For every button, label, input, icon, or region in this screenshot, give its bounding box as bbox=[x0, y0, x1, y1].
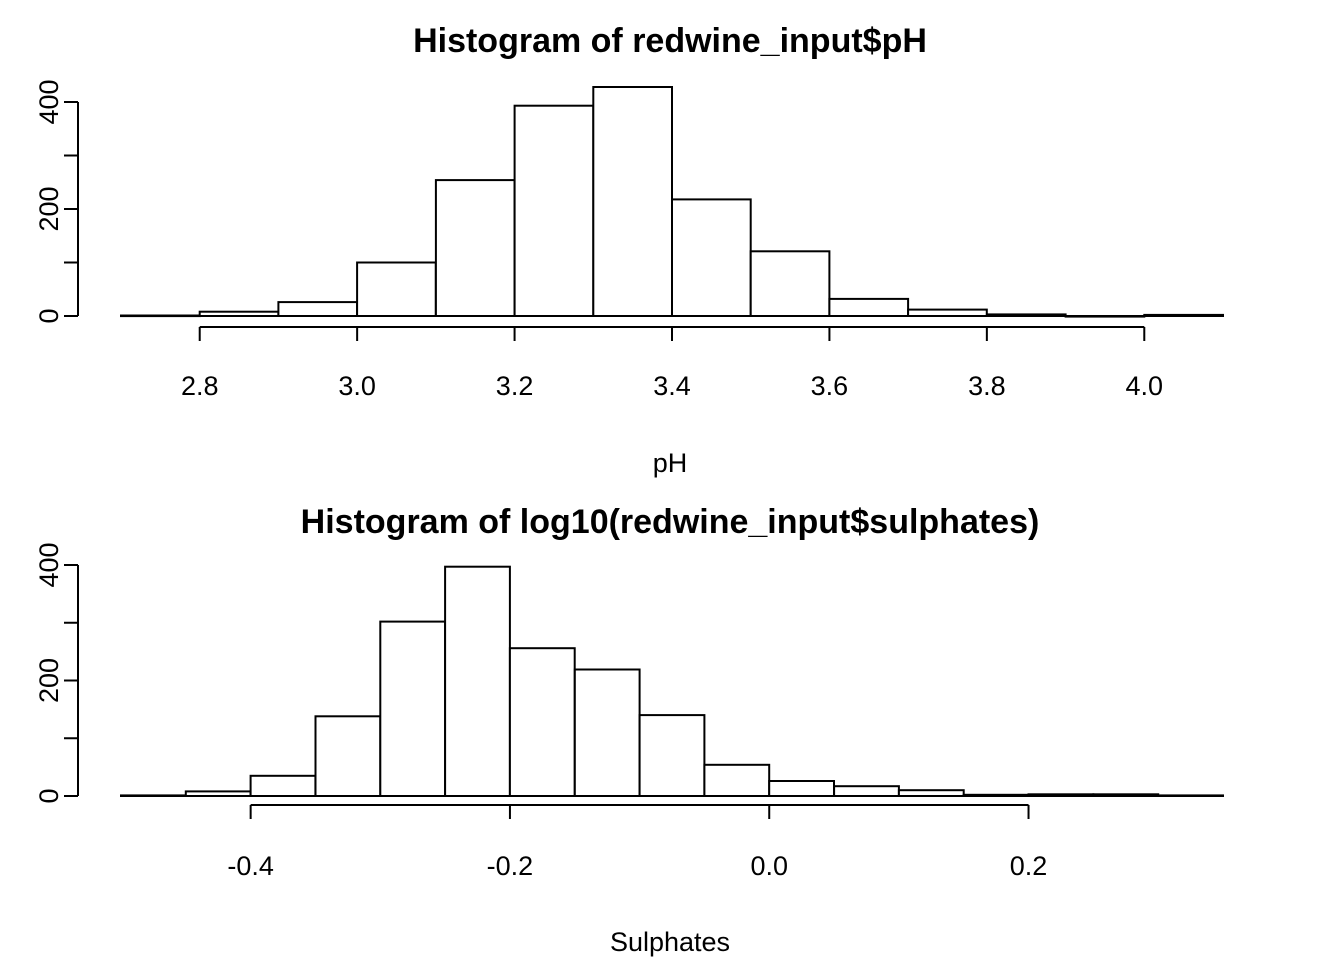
y-tick-label: 400 bbox=[34, 542, 64, 587]
histogram-bar bbox=[703, 763, 771, 797]
histogram-bar bbox=[907, 308, 988, 318]
histogram-bar bbox=[444, 565, 511, 798]
x-tick-label: 3.6 bbox=[811, 371, 849, 401]
histogram-bar bbox=[356, 261, 437, 317]
histogram-bar bbox=[249, 774, 317, 797]
histogram-bar bbox=[379, 620, 447, 797]
histogram-bar bbox=[828, 297, 910, 317]
histogram-bar bbox=[749, 250, 831, 317]
y-tick-label: 400 bbox=[34, 79, 64, 124]
x-axis-label: Sulphates bbox=[610, 927, 730, 957]
x-tick-label: 3.0 bbox=[338, 371, 376, 401]
histogram-ph-panel: Histogram of redwine_input$pH pH 2.8 3.0 3… bbox=[34, 22, 1225, 478]
histogram-bar bbox=[962, 793, 1030, 797]
histogram-bar bbox=[1143, 313, 1225, 317]
x-tick-label: 0.2 bbox=[1010, 851, 1048, 881]
histogram-bar bbox=[1027, 793, 1095, 797]
x-tick-label: 3.4 bbox=[653, 371, 691, 401]
x-axis-label: pH bbox=[653, 448, 688, 478]
histogram-bar bbox=[120, 314, 201, 318]
histogram-bar bbox=[198, 310, 280, 318]
y-tick-label: 0 bbox=[34, 308, 64, 323]
histogram-bar bbox=[508, 647, 576, 798]
chart-title: Histogram of redwine_input$pH bbox=[413, 22, 927, 60]
histogram-bar bbox=[184, 790, 252, 798]
chart-title: Histogram of log10(redwine_input$sulphat… bbox=[301, 503, 1040, 541]
histogram-bar bbox=[833, 785, 900, 798]
x-tick-label: 3.8 bbox=[968, 371, 1006, 401]
x-tick-label: 4.0 bbox=[1126, 371, 1164, 401]
y-tick-label: 0 bbox=[34, 788, 64, 803]
histogram-bar bbox=[513, 104, 595, 317]
x-tick-label: 3.2 bbox=[496, 371, 534, 401]
histogram-bar bbox=[671, 198, 752, 317]
x-tick-label: 0.0 bbox=[750, 851, 788, 881]
histogram-bar bbox=[1157, 794, 1224, 798]
histogram-bar bbox=[768, 780, 836, 797]
histogram-bar bbox=[638, 714, 706, 797]
histogram-bar bbox=[1064, 315, 1146, 318]
histogram-bar bbox=[573, 668, 641, 797]
histogram-bar bbox=[897, 789, 965, 798]
x-tick-label: -0.4 bbox=[227, 851, 274, 881]
histogram-bar bbox=[120, 794, 187, 798]
x-tick-label: 2.8 bbox=[181, 371, 219, 401]
histogram-bar bbox=[985, 313, 1067, 317]
y-tick-label: 200 bbox=[34, 186, 64, 231]
y-tick-label: 200 bbox=[34, 658, 64, 703]
x-tick-label: -0.2 bbox=[487, 851, 534, 881]
histogram-bar bbox=[592, 86, 673, 317]
histogram-bar bbox=[277, 301, 359, 318]
histogram-bar bbox=[434, 179, 516, 317]
histogram-bar bbox=[1092, 793, 1160, 797]
histogram-bar bbox=[314, 715, 382, 797]
histogram-sulphates-panel: Histogram of log10(redwine_input$sulphat… bbox=[34, 503, 1224, 957]
